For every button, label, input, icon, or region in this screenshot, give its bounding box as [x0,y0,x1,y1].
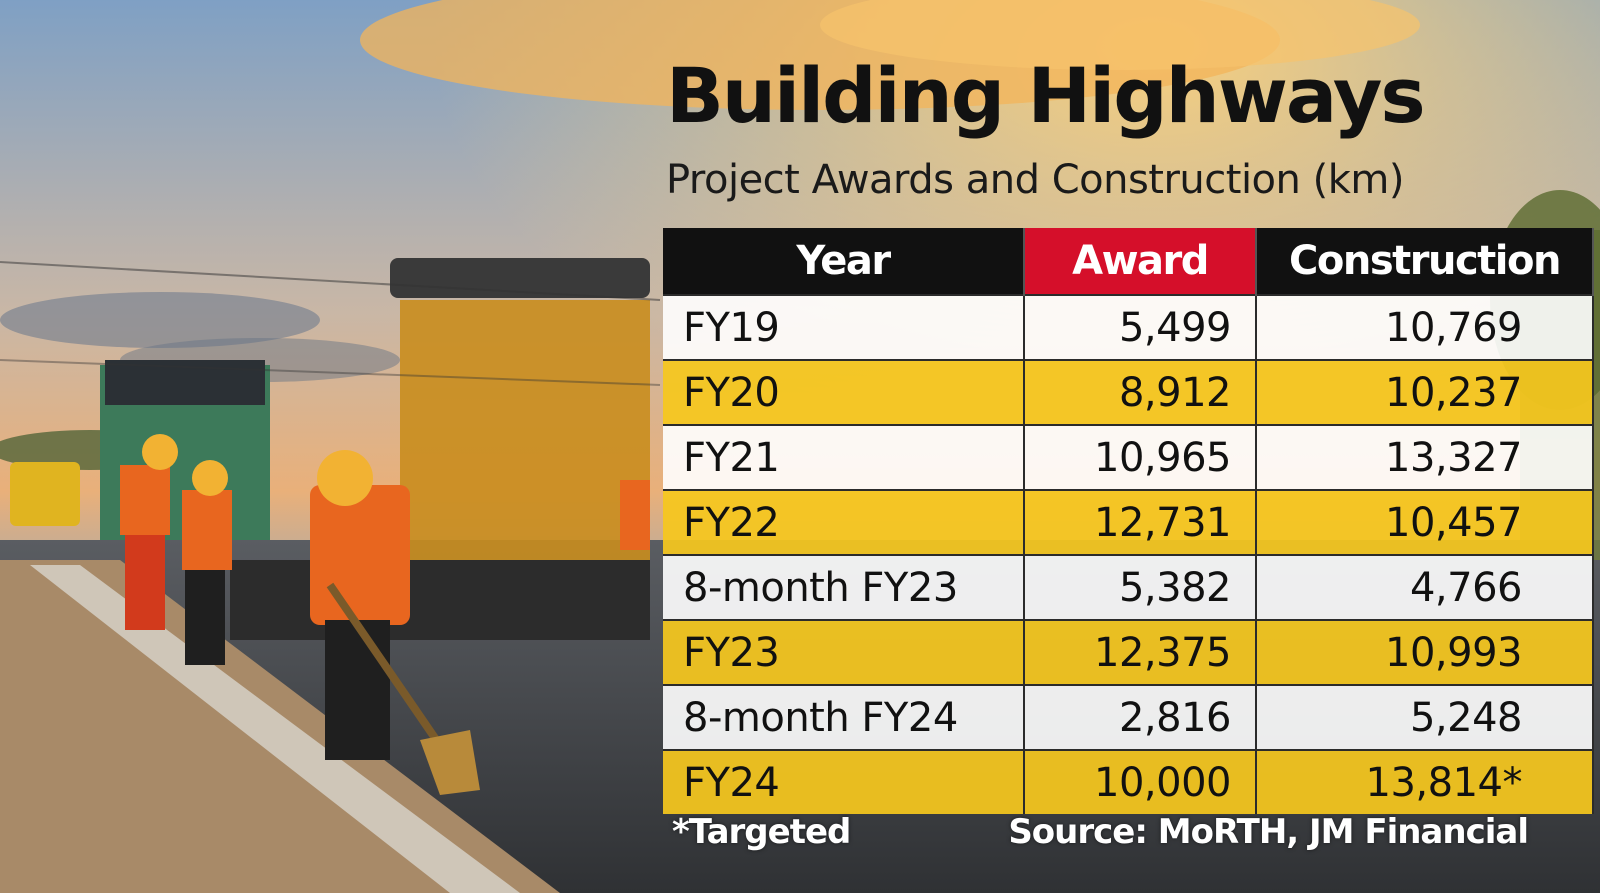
column-header-construction: Construction [1256,228,1594,295]
construction-cell: 13,327 [1256,424,1594,490]
year-cell: FY20 [663,359,1025,425]
table-row: FY22 12,731 10,457 [663,489,1594,555]
award-cell: 10,965 [1024,424,1257,490]
table-row: 8-month FY24 2,816 5,248 [663,684,1594,750]
table-header-row: Year Award Construction [663,228,1594,295]
source-note: Source: MoRTH, JM Financial [1008,812,1529,852]
year-cell: FY22 [663,489,1025,555]
construction-cell: 4,766 [1256,554,1594,620]
table-row: FY19 5,499 10,769 [663,294,1594,360]
award-cell: 5,382 [1024,554,1257,620]
construction-cell: 13,814* [1256,749,1594,814]
construction-cell: 10,769 [1256,294,1594,360]
award-cell: 8,912 [1024,359,1257,425]
table-row: FY21 10,965 13,327 [663,424,1594,490]
construction-cell: 10,237 [1256,359,1594,425]
table-row: FY20 8,912 10,237 [663,359,1594,425]
construction-cell: 5,248 [1256,684,1594,750]
year-cell: FY24 [663,749,1025,814]
table-row: 8-month FY23 5,382 4,766 [663,554,1594,620]
award-cell: 10,000 [1024,749,1257,814]
year-cell: FY21 [663,424,1025,490]
construction-cell: 10,457 [1256,489,1594,555]
column-header-year: Year [663,228,1025,295]
chart-subtitle: Project Awards and Construction (km) [666,157,1404,203]
award-cell: 12,375 [1024,619,1257,685]
year-cell: 8-month FY23 [663,554,1025,620]
table-row: FY24 10,000 13,814* [663,749,1594,814]
year-cell: FY23 [663,619,1025,685]
chart-title: Building Highways [666,51,1426,140]
year-cell: 8-month FY24 [663,684,1025,750]
award-cell: 12,731 [1024,489,1257,555]
award-cell: 5,499 [1024,294,1257,360]
construction-cell: 10,993 [1256,619,1594,685]
highways-table: Year Award Construction FY19 5,499 10,76… [663,228,1594,814]
year-cell: FY19 [663,294,1025,360]
column-header-award: Award [1024,228,1257,295]
footnote: *Targeted [672,812,851,852]
table-row: FY23 12,375 10,993 [663,619,1594,685]
award-cell: 2,816 [1024,684,1257,750]
